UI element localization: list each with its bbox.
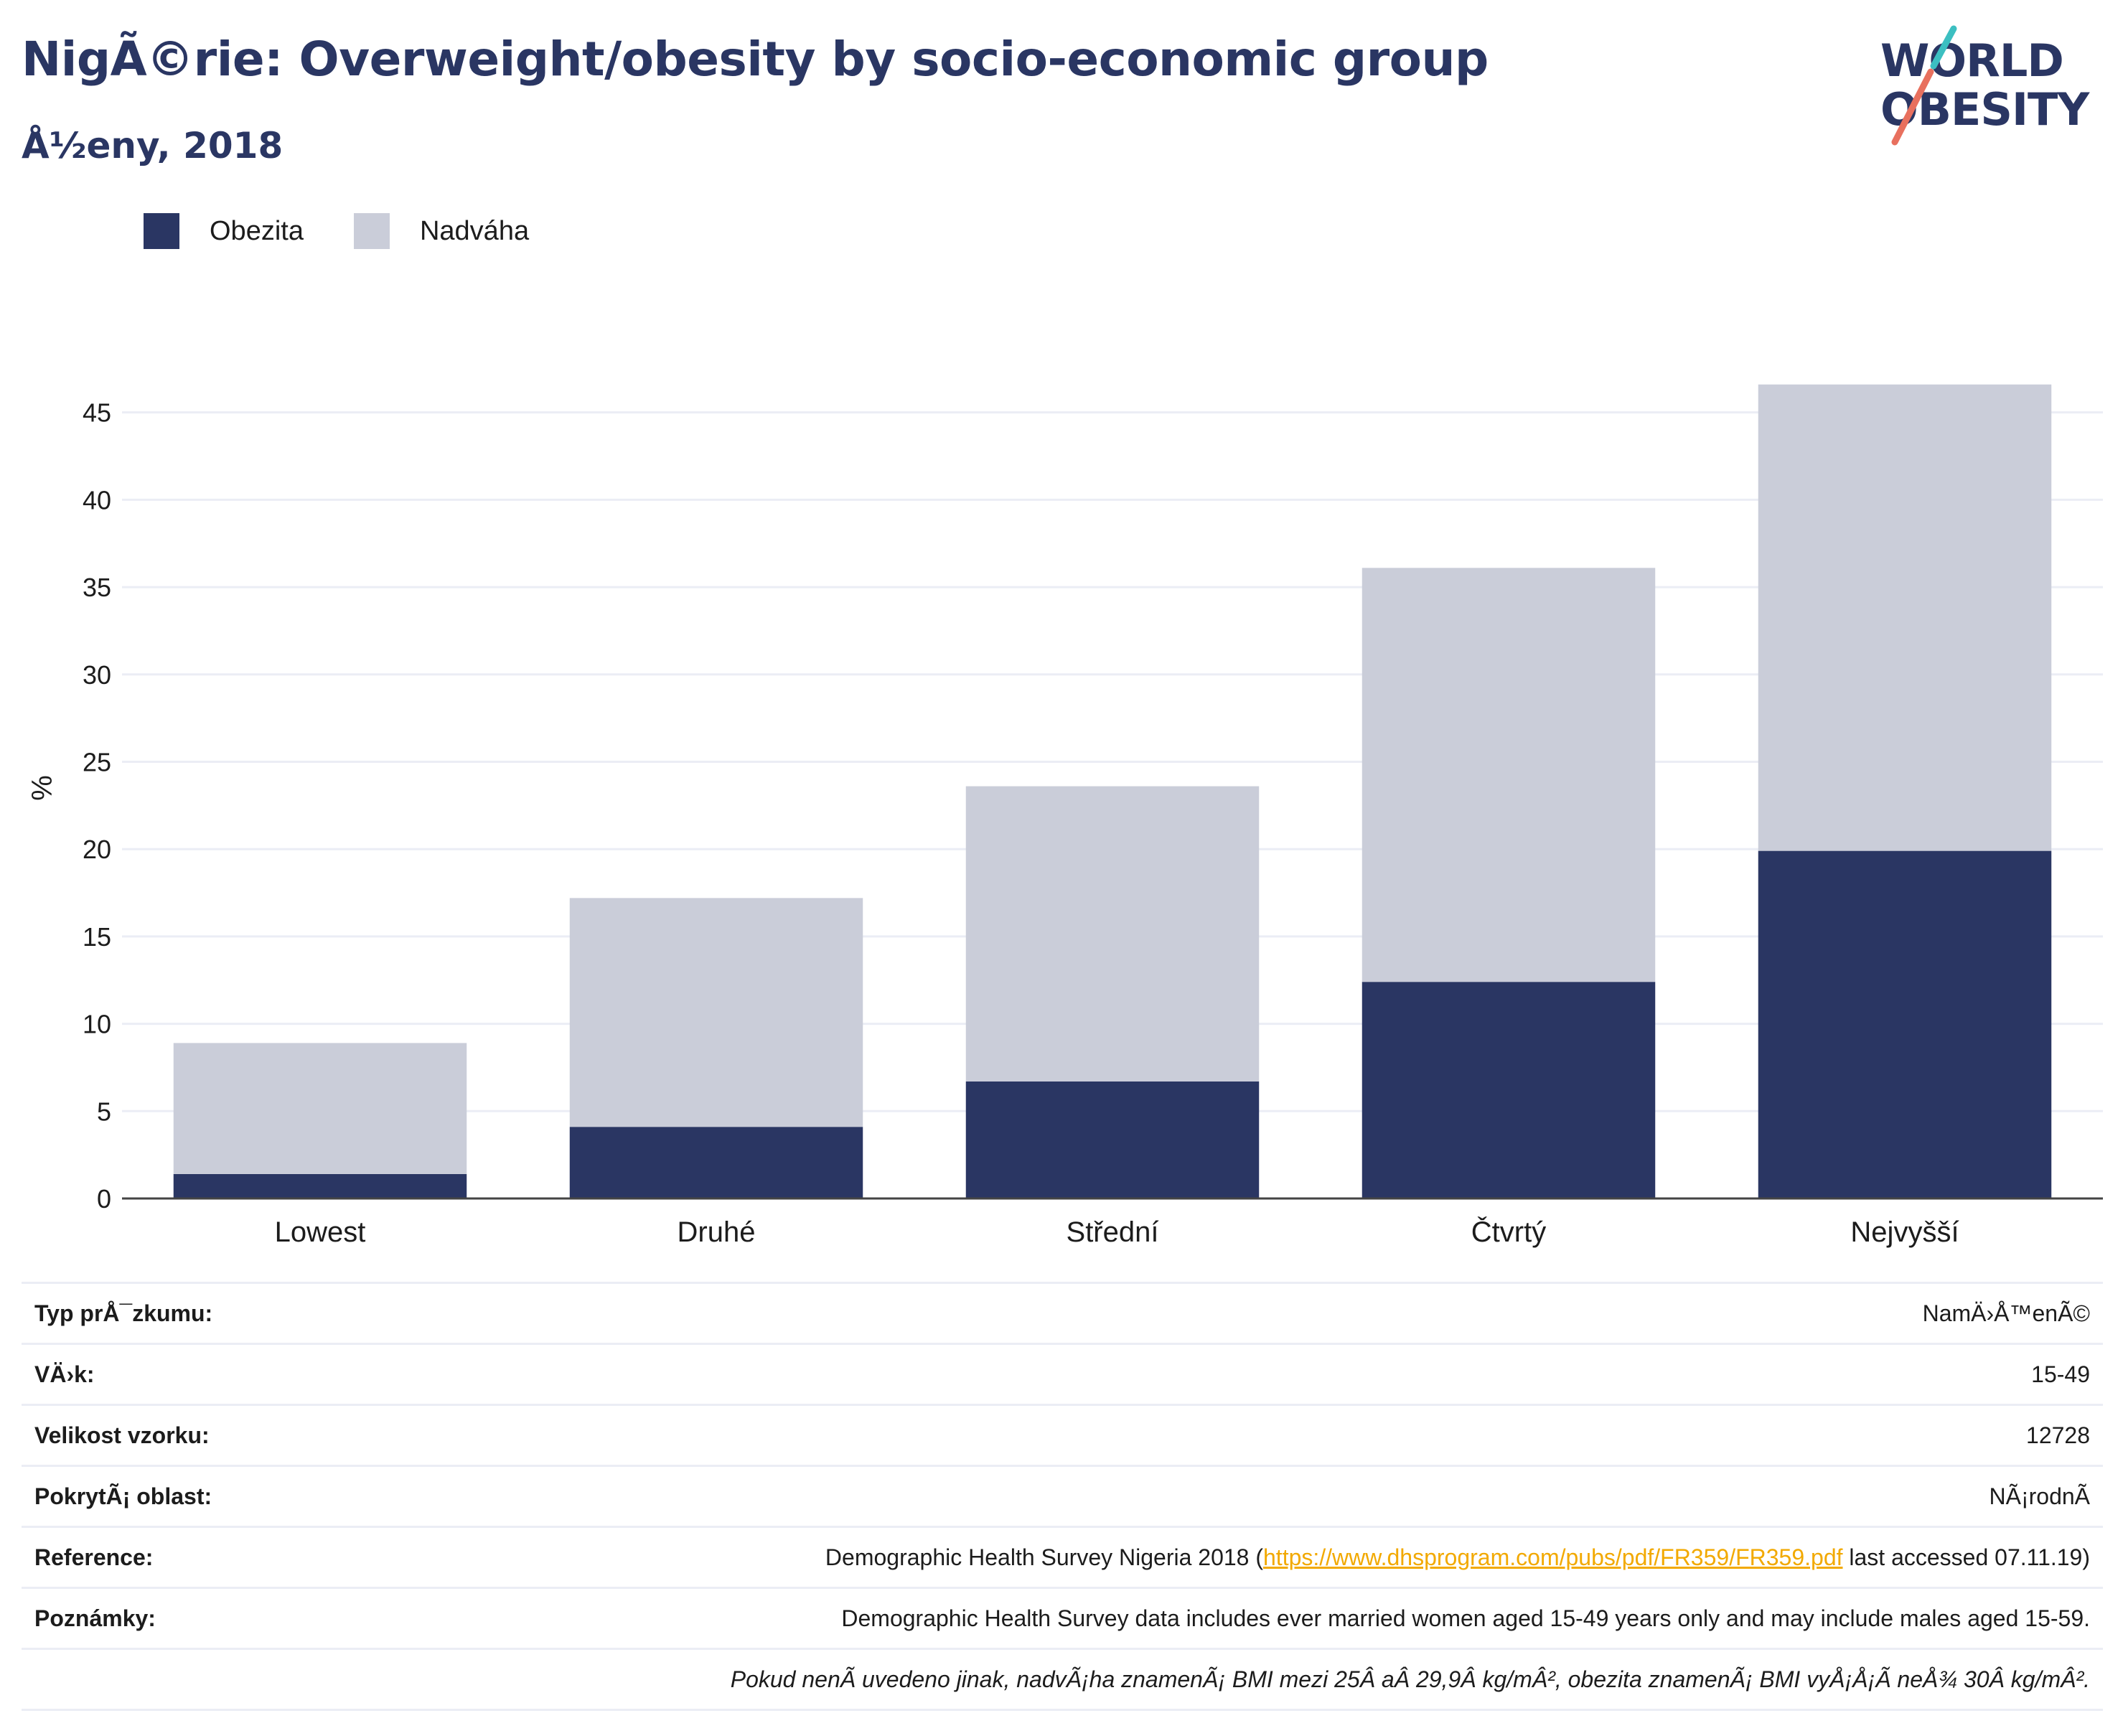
bar-nadvha-1 [569,898,863,1127]
y-axis-label: % [27,775,58,801]
x-tick-label: Druhé [678,1216,756,1248]
y-tick-label: 45 [83,398,111,428]
legend-swatch-nadvaha [353,213,390,249]
logo-slash-icon [1891,25,1957,146]
bar-obezita-1 [569,1127,863,1198]
y-tick-label: 35 [83,573,111,602]
info-value: Pokud nenÃ uvedeno jinak, nadvÃ¡ha zname… [730,1666,2090,1692]
x-tick-label: Čtvrtý [1471,1216,1546,1248]
legend-swatch-obezita [144,213,179,249]
bar-obezita-3 [1362,982,1656,1198]
info-row-reference: Reference: Demographic Health Survey Nig… [22,1526,2103,1587]
info-table: Typ prÅ¯zkumu: NamÄ›Å™enÃ© VÄ›k: 15-49 V… [22,1282,2103,1711]
y-tick-label: 40 [83,485,111,515]
y-tick-label: 15 [83,922,111,952]
bar-nadvha-3 [1362,568,1656,982]
stacked-bar-chart: 0 5 10 15 20 25 30 35 40 45% Lowest Druhé Střední Čtv… [27,384,2103,1248]
x-tick-label: Lowest [275,1216,366,1248]
logo-line-1: WORLD [1880,34,2064,87]
bar-obezita-2 [965,1081,1260,1198]
y-tick-label: 20 [83,835,111,864]
reference-text: Demographic Health Survey Nigeria 2018 ( [825,1544,1263,1570]
info-row-notes: Poznámky: Demographic Health Survey data… [22,1587,2103,1648]
info-value: NamÄ›Å™enÃ© [1922,1300,2090,1326]
y-tick-label: 0 [97,1184,111,1214]
bar-nadvha-0 [173,1043,467,1174]
info-value: 15-49 [2031,1361,2090,1387]
info-label: Velikost vzorku: [34,1422,210,1448]
reference-accessed: last accessed 07.11.19) [1842,1544,2090,1570]
info-row-age: VÄ›k: 15-49 [22,1343,2103,1404]
chart-title: NigÃ©rie: Overweight/obesity by socio-ec… [22,32,1489,87]
info-row-area-covered: PokrytÃ¡ oblast: NÃ¡rodnÃ [22,1465,2103,1526]
info-value: Demographic Health Survey Nigeria 2018 (… [825,1544,2103,1571]
info-value: NÃ¡rodnÃ [1989,1483,2091,1509]
info-label: PokrytÃ¡ oblast: [34,1483,212,1509]
y-tick-label: 30 [83,660,111,690]
bar-obezita-0 [173,1173,467,1198]
chart-legend: Obezita Nadváha [144,212,579,250]
x-tick-label: Střední [1067,1216,1159,1248]
y-tick-label: 5 [97,1097,111,1126]
legend-label-obezita: Obezita [210,215,304,246]
info-row-sample-size: Velikost vzorku: 12728 [22,1404,2103,1465]
info-label: Poznámky: [34,1605,156,1631]
info-value: Demographic Health Survey data includes … [841,1605,2090,1631]
info-label: Reference: [34,1544,154,1570]
bar-nadvha-2 [965,786,1260,1082]
x-tick-label: Nejvyšší [1850,1216,1959,1248]
info-row-survey-type: Typ prÅ¯zkumu: NamÄ›Å™enÃ© [22,1282,2103,1343]
logo-line-2: OBESITY [1880,83,2089,136]
bar-nadvha-4 [1758,384,2052,851]
info-row-definition: Pokud nenÃ uvedeno jinak, nadvÃ¡ha zname… [22,1648,2103,1711]
reference-link[interactable]: https://www.dhsprogram.com/pubs/pdf/FR35… [1263,1544,1843,1570]
info-label: Typ prÅ¯zkumu: [34,1300,213,1326]
info-label: VÄ›k: [34,1361,95,1387]
chart-subtitle: Å½eny, 2018 [22,125,283,166]
info-value: 12728 [2026,1422,2090,1448]
bar-obezita-4 [1758,850,2052,1198]
world-obesity-logo: WORLD OBESITY [1873,22,2110,151]
legend-label-nadvaha: Nadváha [419,215,530,246]
y-tick-label: 10 [83,1010,111,1039]
legend-item-nadvaha[interactable]: Nadváha [353,213,530,249]
legend-item-obezita[interactable]: Obezita [144,213,304,249]
y-tick-label: 25 [83,747,111,776]
